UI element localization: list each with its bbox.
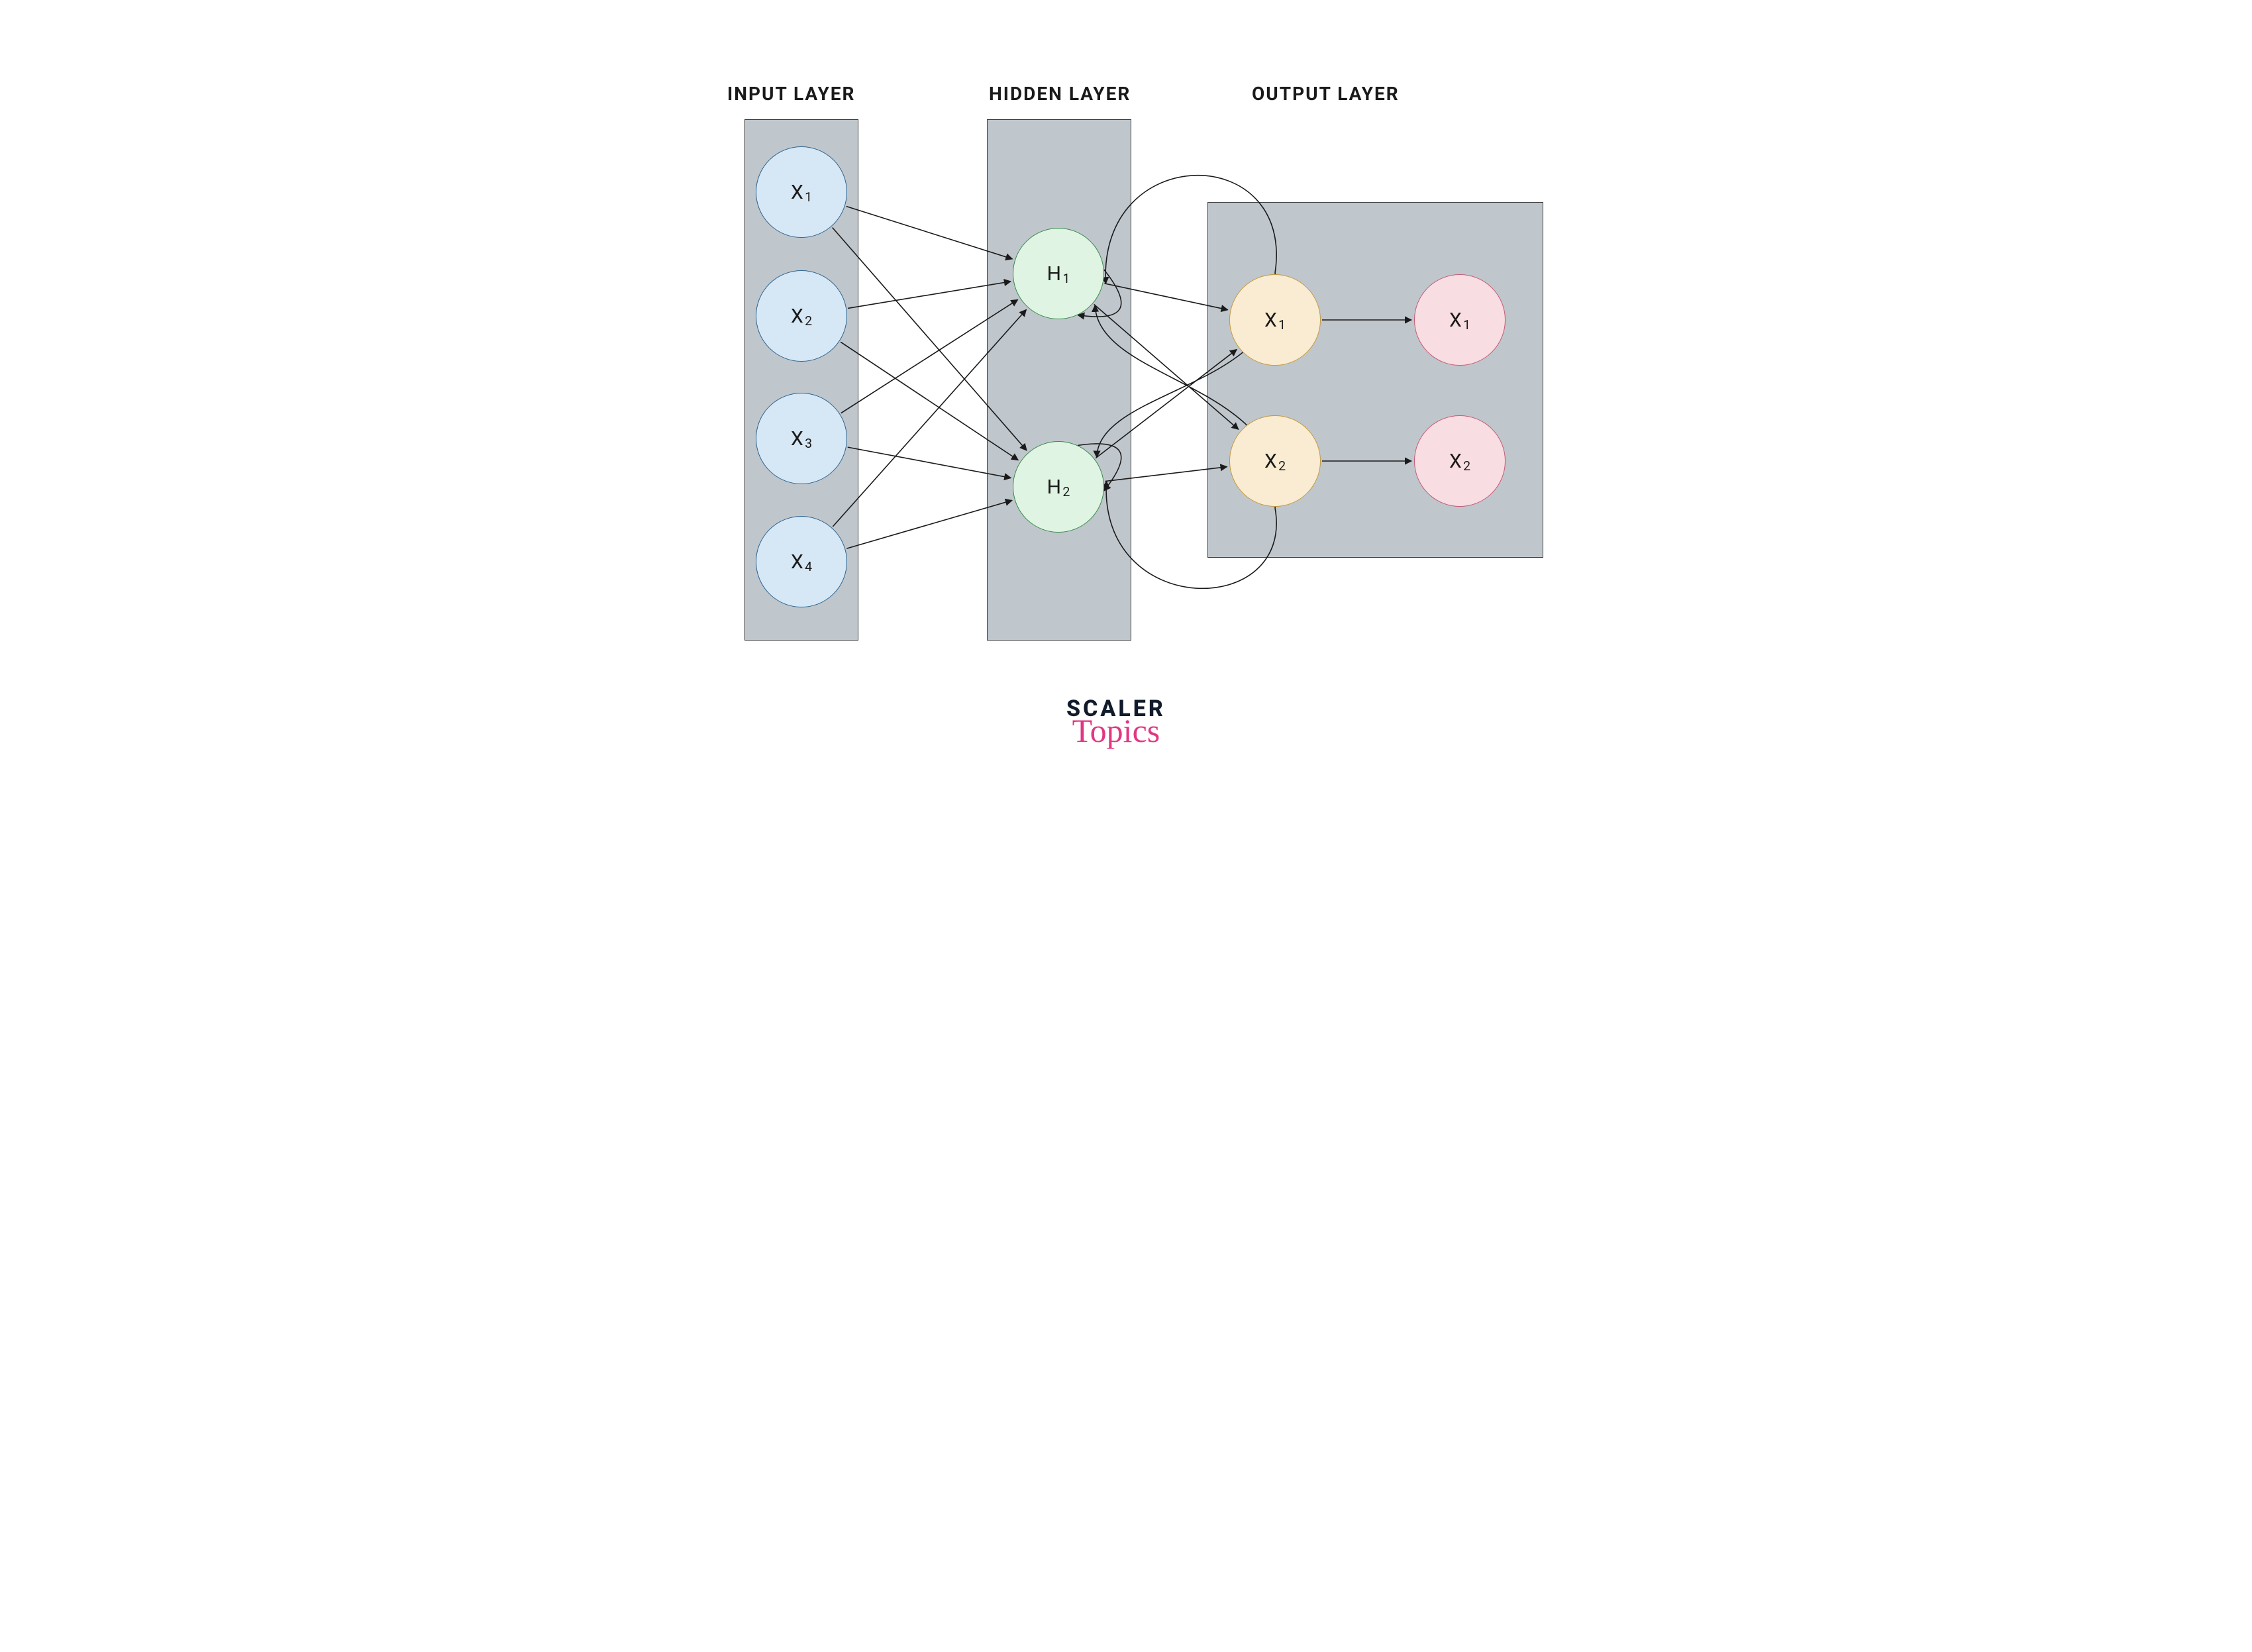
node-x4: X4	[756, 516, 847, 607]
node-y2: X2	[1414, 415, 1506, 507]
node-h2: H2	[1013, 441, 1104, 533]
panel-output	[1207, 202, 1543, 558]
node-h1: H1	[1013, 228, 1104, 319]
brand-logo: SCALER Topics	[1066, 696, 1166, 743]
label-output-layer: OUTPUT LAYER	[1252, 83, 1400, 105]
label-input-layer: INPUT LAYER	[727, 83, 855, 105]
node-o2: X2	[1229, 415, 1321, 507]
node-x2: X2	[756, 270, 847, 362]
node-x1: X1	[756, 146, 847, 238]
diagram-stage: INPUT LAYER HIDDEN LAYER OUTPUT LAYER X1…	[563, 0, 1689, 826]
node-o1: X1	[1229, 274, 1321, 366]
node-x3: X3	[756, 393, 847, 484]
panel-hidden	[987, 119, 1131, 641]
node-y1: X1	[1414, 274, 1506, 366]
brand-logo-line2: Topics	[1066, 719, 1166, 743]
label-hidden-layer: HIDDEN LAYER	[989, 83, 1131, 105]
